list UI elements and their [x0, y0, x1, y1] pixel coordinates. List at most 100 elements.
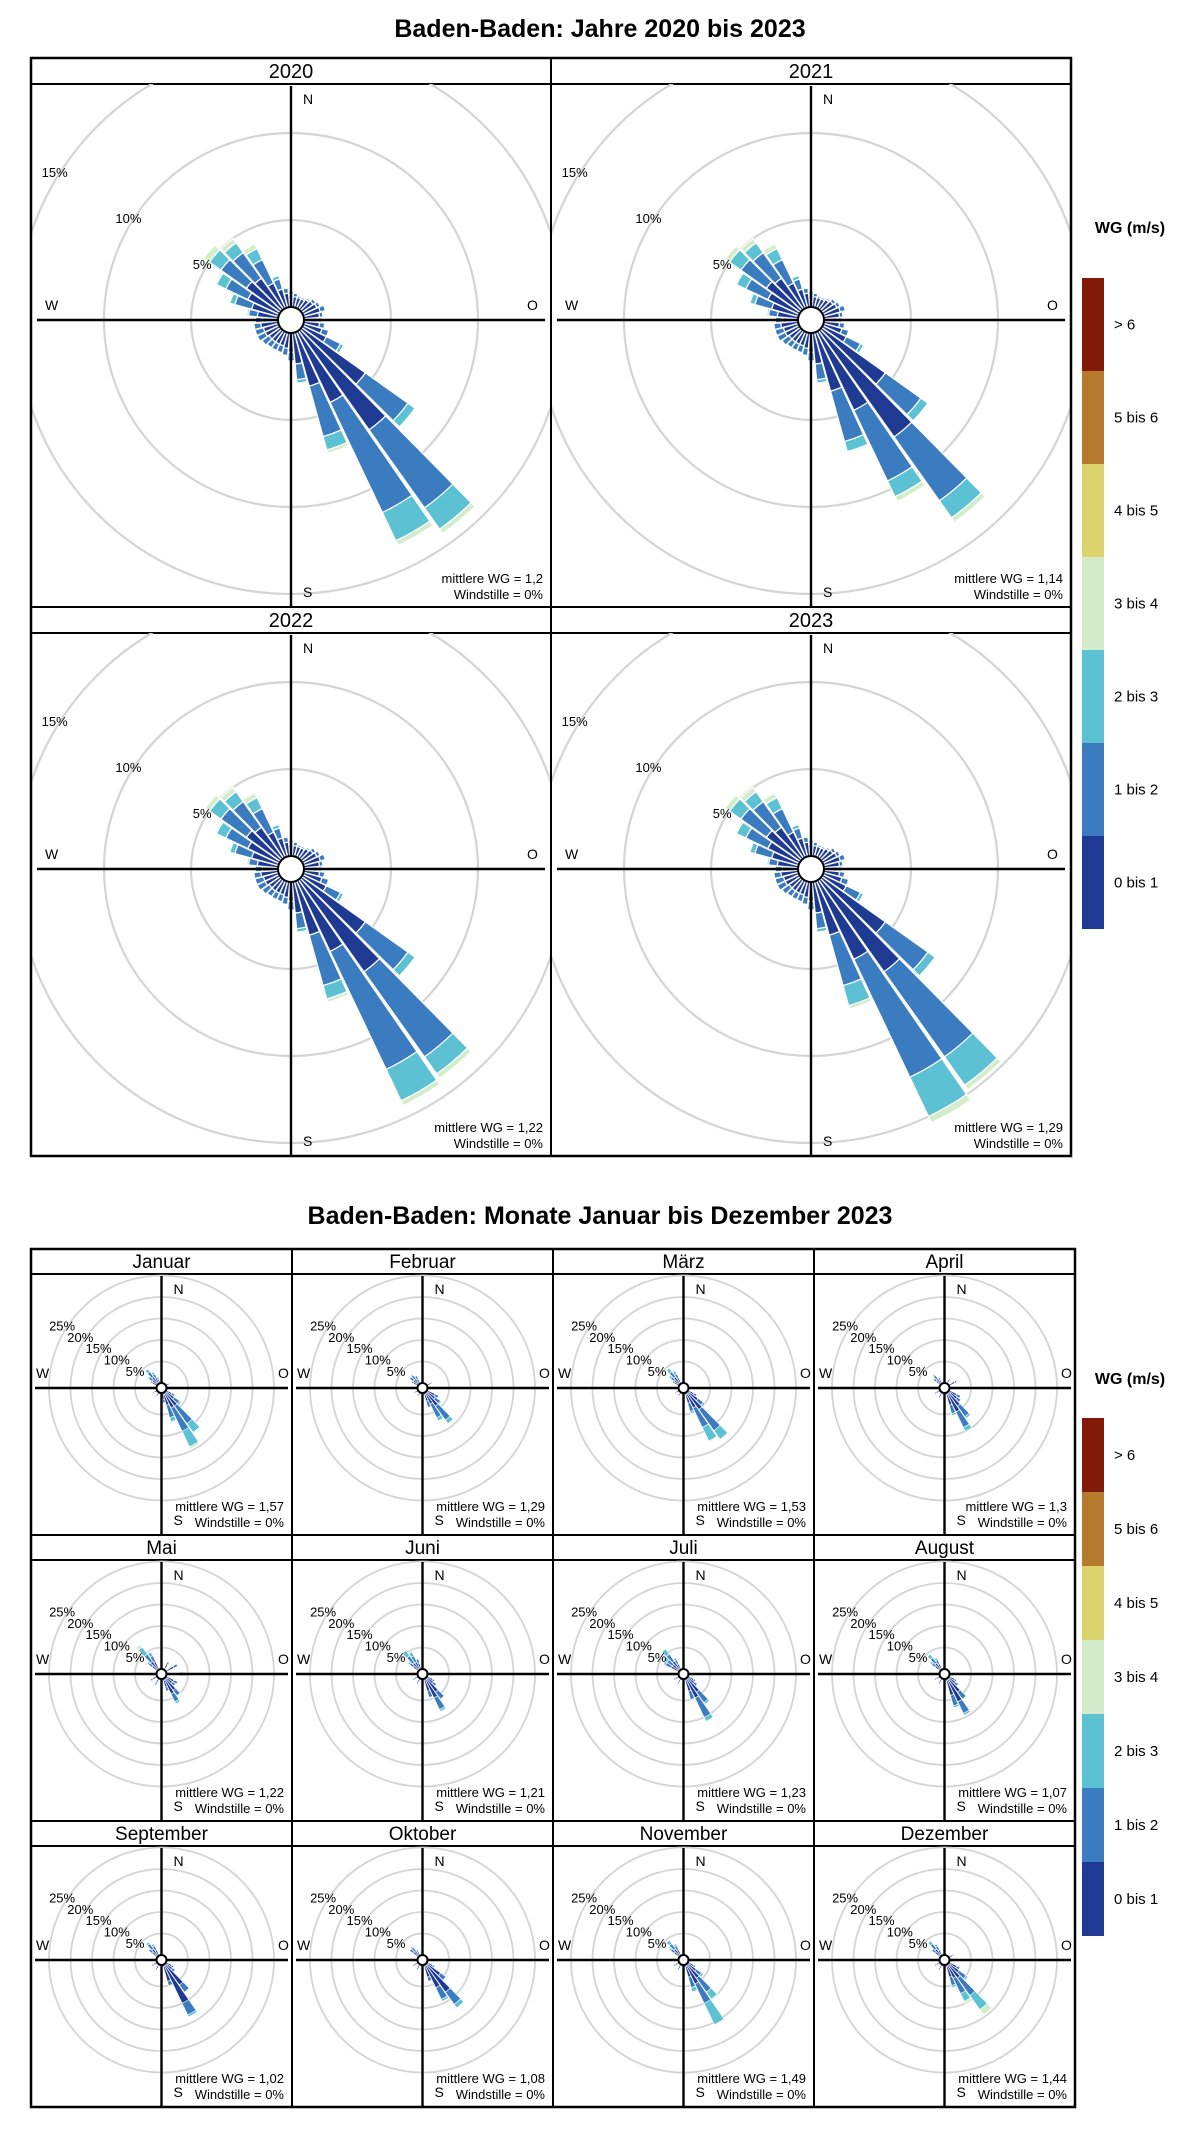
ring-label-10: 10% [104, 1925, 130, 1940]
petal-310-bin-1 [409, 1376, 415, 1382]
legend-label: 4 bis 5 [1114, 503, 1158, 520]
calm-stat: Windstille = 0% [717, 1515, 807, 1530]
speed-legend-bottom: WG (m/s) > 6 5 bis 6 4 bis 5 3 bis 4 2 bis 3 1… [1082, 1371, 1165, 1936]
petal-160-bin-1 [687, 1689, 695, 1700]
ring-label-20: 20% [328, 1902, 354, 1917]
petal-330-bin-2 [672, 1370, 678, 1376]
compass-e: O [539, 1651, 550, 1667]
legend-label: 2 bis 3 [1114, 1743, 1158, 1760]
ring-label-10: 10% [887, 1639, 913, 1654]
petal-280-bin-2 [766, 857, 771, 866]
petal-210-bin-1 [154, 1967, 158, 1971]
petal-310-bin-3 [202, 244, 221, 263]
ring-label-5: 5% [909, 1936, 928, 1951]
petal-160-bin-3 [326, 990, 350, 1004]
petal-140-bin-2 [964, 1412, 972, 1419]
ring-label-25: 25% [49, 1318, 75, 1333]
ring-label-25: 25% [310, 1318, 336, 1333]
legend-label: 1 bis 2 [1114, 1817, 1158, 1834]
compass-n: N [174, 1567, 184, 1583]
petal-130-bin-1 [953, 1681, 959, 1687]
compass-e: O [527, 846, 538, 862]
compass-e: O [800, 1651, 811, 1667]
petal-320-bin-2 [932, 1373, 936, 1378]
ring-label-5: 5% [713, 806, 732, 821]
compass-e: O [1047, 297, 1058, 313]
petal-320-bin-3 [219, 237, 237, 254]
petal-320-bin-3 [219, 786, 237, 803]
petal-120-bin-2 [855, 342, 865, 354]
petal-260-bin-1 [773, 322, 783, 331]
petal-260-bin-1 [773, 871, 783, 880]
petal-240-bin-1 [413, 1391, 416, 1394]
petal-210-bin-1 [676, 1681, 680, 1685]
petal-160-bin-3 [847, 997, 873, 1010]
legend-title: WG (m/s) [1095, 1371, 1165, 1388]
petal-280-bin-2 [766, 308, 771, 317]
petal-190-bin-1 [281, 895, 289, 906]
mean-speed-stat: mittlere WG = 1,08 [436, 2071, 545, 2086]
compass-w: W [36, 1365, 50, 1381]
petal-130-bin-2 [700, 1401, 706, 1407]
compass-s: S [174, 1512, 183, 1528]
ring-label-20: 20% [850, 1902, 876, 1917]
petal-120-bin-1 [170, 1392, 176, 1397]
petal-210-bin-1 [154, 1681, 158, 1686]
petal-330-bin-2 [672, 1657, 678, 1662]
ring-label-5: 5% [909, 1364, 928, 1379]
petal-240-bin-1 [673, 1677, 677, 1681]
compass-e: O [1047, 846, 1058, 862]
ring-label-10: 10% [887, 1925, 913, 1940]
ring-label-5: 5% [126, 1936, 145, 1951]
mean-speed-stat: mittlere WG = 1,3 [966, 1499, 1068, 1514]
petal-350-bin-1 [802, 287, 810, 295]
compass-s: S [696, 1512, 705, 1528]
petal-110-bin-1 [319, 327, 330, 338]
petal-120-bin-1 [431, 1964, 436, 1969]
ring-label-20: 20% [67, 1330, 93, 1345]
compass-w: W [45, 297, 59, 313]
ring-label-5: 5% [193, 806, 212, 821]
panel-title: April [925, 1252, 963, 1273]
ring-label-5: 5% [126, 1650, 145, 1665]
petal-80-bin-1 [317, 860, 324, 867]
petal-150-bin-2 [440, 1995, 449, 2002]
calm-stat: Windstille = 0% [456, 2087, 546, 2102]
compass-n: N [174, 1281, 184, 1297]
petal-140-bin-2 [453, 1998, 465, 2009]
petal-70-bin-1 [317, 304, 327, 313]
mean-speed-stat: mittlere WG = 1,29 [954, 1120, 1063, 1135]
petal-160-bin-2 [952, 1703, 960, 1709]
petal-150-bin-2 [703, 1999, 725, 2026]
compass-s: S [174, 2084, 183, 2100]
petal-210-bin-1 [937, 1395, 941, 1399]
ring-label-10: 10% [115, 211, 141, 226]
legend-label: 3 bis 4 [1114, 596, 1158, 613]
petal-130-bin-2 [698, 1972, 704, 1978]
calm-stat: Windstille = 0% [454, 1136, 544, 1151]
petal-190-bin-1 [281, 346, 289, 357]
petal-160-bin-2 [690, 1985, 698, 1993]
petal-300-bin-1 [410, 1380, 415, 1385]
panel-title: 2023 [789, 610, 834, 632]
petal-300-bin-3 [214, 271, 224, 286]
legend-swatch [1082, 1418, 1104, 1492]
petal-10-bin-1 [292, 841, 299, 848]
petal-330-bin-2 [672, 1943, 678, 1948]
ring-label-10: 10% [365, 1639, 391, 1654]
petal-140-bin-3 [435, 1047, 473, 1079]
petal-140-bin-3 [950, 491, 986, 523]
petal-120-bin-2 [335, 342, 345, 354]
compass-n: N [174, 1853, 184, 1869]
legend-swatch [1082, 371, 1104, 464]
ring-label-25: 25% [571, 1604, 597, 1619]
petal-350-bin-1 [282, 836, 290, 844]
ring-label-5: 5% [648, 1650, 667, 1665]
petal-120-bin-1 [172, 1679, 179, 1685]
petal-300-bin-3 [734, 820, 744, 835]
petal-130-bin-2 [906, 397, 929, 422]
petal-310-bin-1 [931, 1948, 937, 1954]
